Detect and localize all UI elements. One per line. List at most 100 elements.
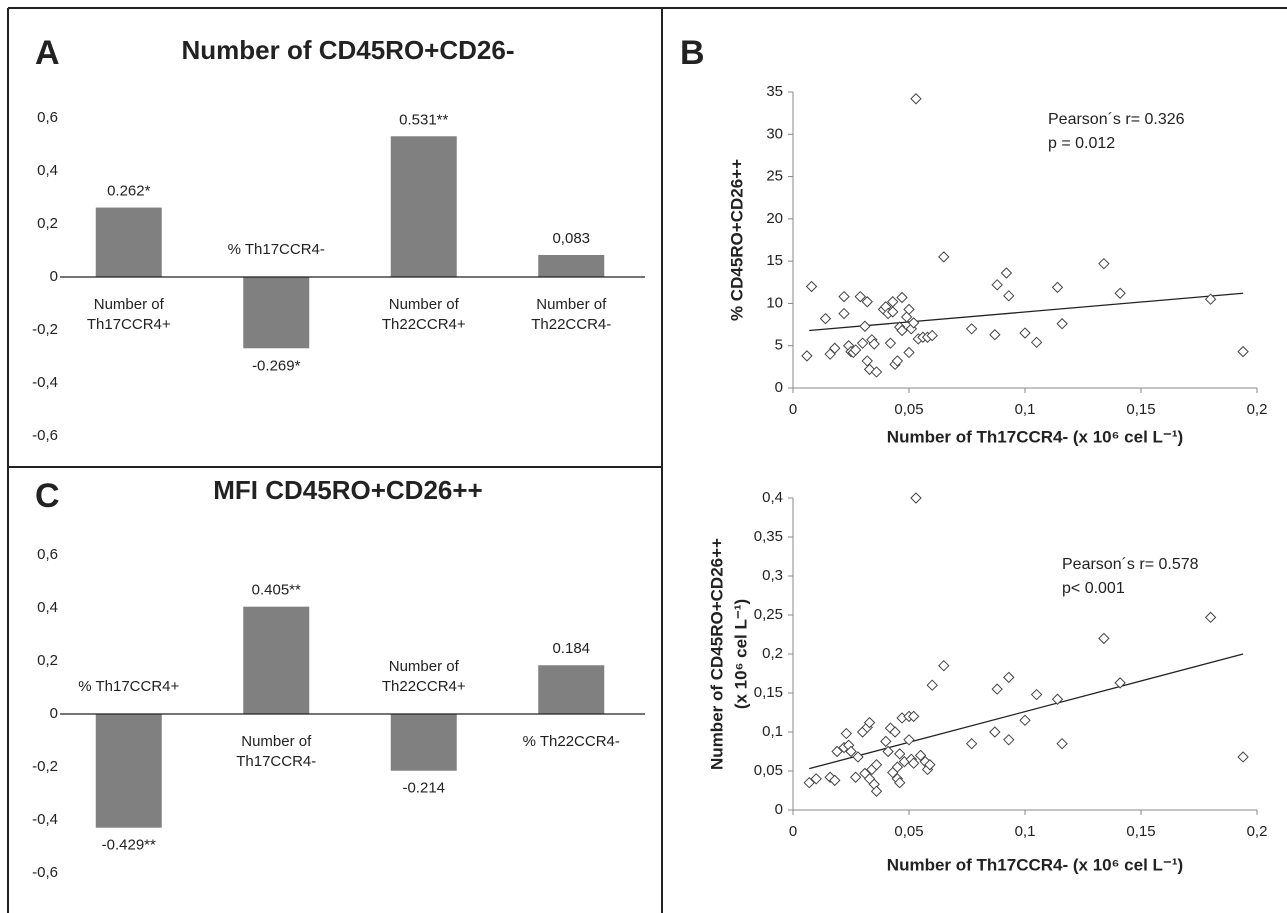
point [887,296,899,308]
annotation: p = 0.012 [1048,135,1115,152]
point [907,757,920,769]
point [887,306,899,318]
point [852,751,864,763]
point [1000,267,1013,279]
point [801,350,813,362]
y-tick-label: -0,4 [32,811,58,828]
point [1114,677,1126,689]
annotation: Pearson´s r= 0.578 [1062,556,1199,573]
point [903,346,915,359]
point [803,776,815,789]
trendline [809,292,1244,332]
category-label: Th22CCR4+ [382,316,466,333]
annotation: p< 0.001 [1062,580,1125,597]
point [861,296,873,308]
point [965,737,978,750]
x-axis-label: Number of Th17CCR4- (x 10⁶ cel L⁻¹) [887,427,1183,446]
annotation: Pearson´s r= 0.326 [1048,111,1185,128]
panel-label: B [680,34,705,72]
point [938,251,950,263]
point [810,773,822,785]
point [882,745,894,758]
point [1204,611,1217,624]
point [831,745,843,758]
point [924,759,936,771]
y-axis-label: % CD45RO+CD26++ [727,159,746,321]
data-label: -0.429** [102,837,156,854]
x-tick-label: 0,05 [894,401,923,418]
point [870,759,883,771]
y-tick-label: 35 [766,83,783,100]
x-axis-label: Number of Th17CCR4- (x 10⁶ cel L⁻¹) [887,855,1183,874]
point [894,776,906,789]
data-label: -0.214 [402,780,445,797]
point [907,710,920,723]
point [1003,671,1015,684]
x-tick-label: 0,15 [1126,401,1155,418]
point [926,679,938,691]
point [1204,293,1217,305]
point [854,290,866,303]
bar [243,606,310,714]
y-tick-label: 0,2 [37,652,58,669]
point [926,329,938,342]
point [861,355,873,367]
category-label: Th17CCR4+ [87,316,171,333]
chart-title: Number of CD45RO+CD26- [181,35,514,65]
y-tick-label: 0,2 [37,215,58,232]
point [889,726,901,738]
y-tick-label: 10 [766,294,783,311]
y-tick-label: 0,4 [37,599,58,616]
point [1003,290,1015,302]
point [838,307,850,320]
point [829,774,841,787]
bar [390,714,457,771]
data-label: 0.531** [399,111,448,128]
category-label: Number of [94,296,165,313]
y-tick-label: 20 [766,210,783,227]
bar [390,136,457,277]
chart-title: MFI CD45RO+CD26++ [213,475,482,505]
category-label: Th22CCR4- [531,316,611,333]
y-tick-label: 0,4 [37,162,58,179]
y-tick-label: 0,15 [754,684,783,701]
trendline [809,653,1244,770]
bar [538,255,605,277]
point [991,683,1003,695]
point [838,290,850,303]
y-tick-label: 5 [775,337,783,354]
point [896,324,908,337]
point [938,659,950,672]
x-tick-label: 0 [789,401,797,418]
y-tick-label: 0 [775,801,783,818]
point [829,342,841,354]
point [856,337,869,349]
point [849,344,862,356]
y-tick-label: -0,4 [32,374,58,391]
point [1237,751,1249,763]
category-label: % Th17CCR4+ [78,678,179,695]
panel-label: C [35,477,60,515]
point [870,366,883,378]
y-tick-label: 15 [766,252,783,269]
x-tick-label: 0,15 [1126,823,1155,840]
point [891,355,904,367]
y-tick-label: -0,2 [32,758,58,775]
point [907,317,920,329]
y-tick-label: 0,6 [37,546,58,563]
x-tick-label: 0,1 [1015,401,1036,418]
y-tick-label: 0,3 [762,567,783,584]
data-label: -0.269* [252,357,301,374]
y-tick-label: -0,6 [32,427,58,444]
point [1030,688,1043,701]
point [1237,345,1249,358]
category-label: Number of [389,296,460,313]
panel-label: A [35,34,60,72]
category-label: % Th17CCR4- [228,241,325,258]
point [991,279,1003,291]
point [891,761,904,773]
y-tick-label: 0,25 [754,606,783,623]
point [859,320,871,332]
point [819,312,832,325]
point [1019,714,1031,727]
